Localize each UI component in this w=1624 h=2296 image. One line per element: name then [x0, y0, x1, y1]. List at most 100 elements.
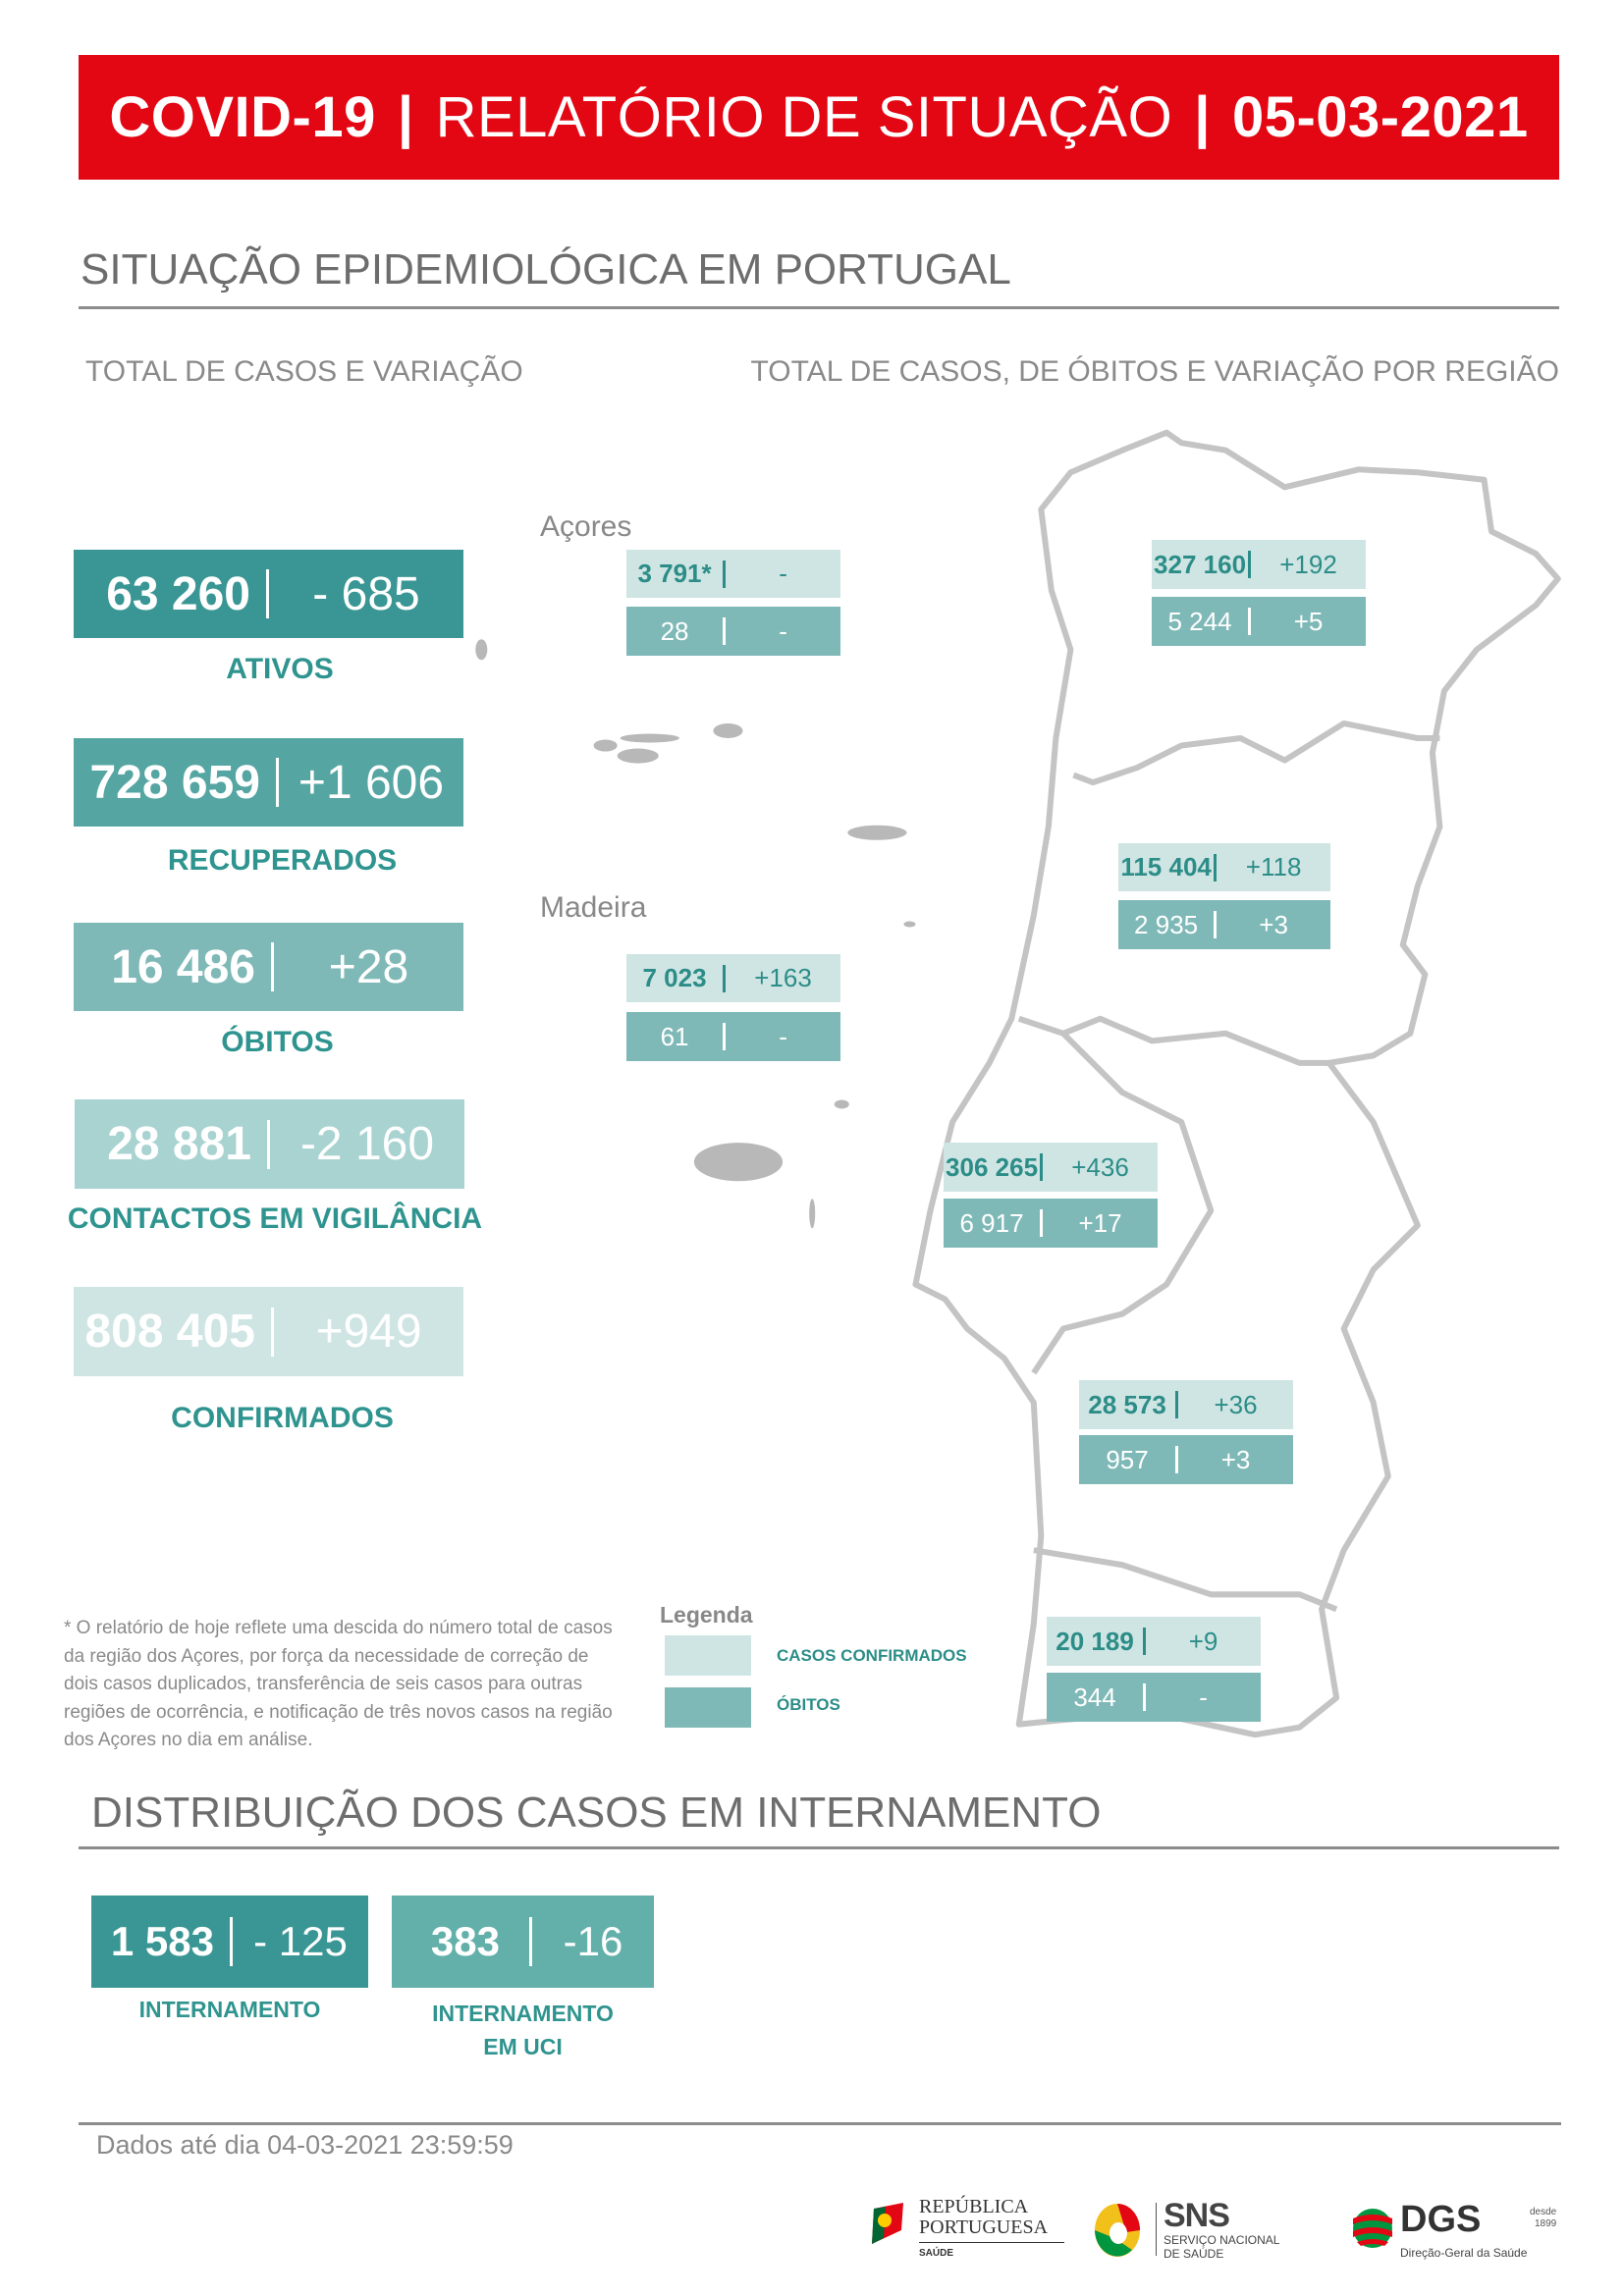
- label-line: INTERNAMENTO: [432, 2001, 614, 2026]
- kpi-internamento-uci: 383 -16: [392, 1896, 654, 1988]
- kpi-delta: - 125: [253, 1918, 348, 1964]
- region-cases: 7 023: [642, 963, 707, 992]
- region-cases-delta: +436: [1071, 1151, 1129, 1182]
- dgs-since-label: desde: [1530, 2207, 1557, 2217]
- kpi-value: 808 405: [84, 1306, 255, 1358]
- flag-icon: [872, 2203, 903, 2244]
- region-cases-row: 3 791* -: [626, 550, 840, 598]
- region-algarve: 20 189 +9 344 -: [1047, 1617, 1261, 1722]
- region-deaths-delta: +3: [1259, 909, 1288, 939]
- kpi-separator: [271, 942, 274, 991]
- region-deaths: 2 935: [1134, 909, 1199, 939]
- region-deaths-row: 6 917 +17: [944, 1199, 1158, 1248]
- separator: [1175, 1446, 1179, 1473]
- kpi-label-recuperados: RECUPERADOS: [167, 844, 398, 877]
- separator: [1040, 1209, 1044, 1237]
- region-cases-delta: -: [779, 559, 787, 588]
- region-deaths: 6 917: [959, 1207, 1024, 1238]
- separator: [1040, 1153, 1044, 1181]
- dgs-since: desde 1899: [1530, 2207, 1556, 2230]
- section-divider: [79, 1846, 1559, 1849]
- region-cases-delta: +118: [1245, 852, 1302, 881]
- separator: [1143, 1628, 1147, 1655]
- kpi-value: 1 583: [110, 1918, 214, 1964]
- kpi-ativos: 63 260 - 685: [74, 550, 463, 638]
- region-deaths: 61: [660, 1021, 689, 1051]
- sns-line2: DE SAÚDE: [1164, 2247, 1224, 2261]
- kpi-separator: [267, 1119, 270, 1169]
- footer-divider: [79, 2122, 1561, 2125]
- region-deaths-row: 2 935 +3: [1118, 900, 1330, 949]
- region-deaths-delta: +17: [1078, 1207, 1122, 1238]
- island-terceira: [713, 722, 743, 738]
- region-cases-delta: +192: [1279, 549, 1337, 579]
- republica-text: REPÚBLICA PORTUGUESA: [919, 2197, 1048, 2238]
- region-acores: 3 791* - 28 -: [626, 550, 840, 656]
- region-border-centro: [1017, 1015, 1329, 1066]
- kpi-separator: [230, 1917, 233, 1966]
- header-covid: COVID-19: [109, 85, 376, 149]
- divider: [919, 2242, 1064, 2243]
- separator: [1143, 1683, 1147, 1711]
- region-lisboa-vale-tejo: 306 265 +436 6 917 +17: [944, 1143, 1158, 1248]
- report-header: COVID-19 | RELATÓRIO DE SITUAÇÃO | 05-03…: [79, 55, 1559, 180]
- island-sao-miguel: [847, 825, 907, 840]
- legend-label-deaths: ÓBITOS: [777, 1695, 840, 1714]
- region-deaths-delta: -: [1199, 1682, 1208, 1712]
- header-separator: |: [397, 85, 414, 149]
- region-cases: 3 791*: [637, 559, 712, 588]
- kpi-confirmados: 808 405 +949: [74, 1287, 463, 1376]
- label-line: EM UCI: [483, 2034, 563, 2059]
- region-deaths-delta: -: [779, 615, 787, 646]
- region-cases-row: 20 189 +9: [1047, 1617, 1261, 1666]
- separator: [1248, 608, 1252, 635]
- mainland-outline: [912, 429, 1561, 1738]
- kpi-obitos: 16 486 +28: [74, 923, 463, 1011]
- separator: [723, 560, 727, 588]
- kpi-recuperados: 728 659 +1 606: [74, 738, 463, 827]
- region-deaths-row: 28 -: [626, 607, 840, 656]
- kpi-label-confirmados: CONFIRMADOS: [171, 1402, 394, 1434]
- kpi-delta: +949: [315, 1306, 422, 1358]
- kpi-delta: -16: [563, 1918, 623, 1964]
- kpi-contactos: 28 881 -2 160: [75, 1099, 464, 1189]
- island-faial: [593, 739, 618, 752]
- kpi-value: 63 260: [106, 567, 250, 620]
- kpi-separator: [266, 569, 269, 618]
- region-deaths-delta: +3: [1220, 1444, 1251, 1474]
- region-cases: 115 404: [1120, 852, 1212, 881]
- region-cases: 20 189: [1056, 1626, 1134, 1656]
- region-cases-row: 7 023 +163: [626, 954, 840, 1002]
- kpi-value: 16 486: [111, 940, 255, 993]
- island-corvo: [475, 639, 488, 661]
- section-divider: [79, 306, 1559, 309]
- island-madeira: [693, 1143, 784, 1182]
- separator: [723, 964, 727, 992]
- island-porto-santo: [834, 1099, 849, 1109]
- dgs-year: 1899: [1535, 2218, 1557, 2229]
- subtitle-by-region: TOTAL DE CASOS, DE ÓBITOS E VARIAÇÃO POR…: [750, 355, 1559, 388]
- header-date: 05-03-2021: [1231, 85, 1529, 149]
- region-norte: 327 160 +192 5 244 +5: [1152, 540, 1366, 646]
- region-deaths-row: 344 -: [1047, 1673, 1261, 1722]
- footnote: * O relatório de hoje reflete uma descid…: [64, 1618, 613, 1750]
- sns-subtitle: SERVIÇO NACIONAL DE SAÚDE: [1164, 2233, 1279, 2261]
- region-deaths: 344: [1073, 1682, 1116, 1712]
- kpi-label-obitos: ÓBITOS: [221, 1026, 334, 1058]
- kpi-value: 383: [430, 1918, 500, 1964]
- divider: [1156, 2203, 1157, 2256]
- region-cases-delta: +9: [1188, 1626, 1218, 1656]
- header-report-title: RELATÓRIO DE SITUAÇÃO: [435, 85, 1173, 149]
- republica-line1: REPÚBLICA: [919, 2196, 1029, 2217]
- label-madeira: Madeira: [540, 891, 647, 924]
- island-santa-maria: [903, 921, 916, 928]
- legend-label-cases: CASOS CONFIRMADOS: [777, 1646, 967, 1665]
- kpi-value: 28 881: [107, 1118, 251, 1170]
- kpi-delta: +28: [328, 940, 409, 993]
- label-internamento-uci: INTERNAMENTO EM UCI: [392, 1997, 654, 2063]
- logo-republica-portuguesa: REPÚBLICA PORTUGUESA SAÚDE: [868, 2197, 1064, 2271]
- sns-emblem-icon: [1095, 2204, 1140, 2257]
- dgs-title: DGS: [1400, 2199, 1482, 2240]
- island-desertas: [809, 1199, 816, 1229]
